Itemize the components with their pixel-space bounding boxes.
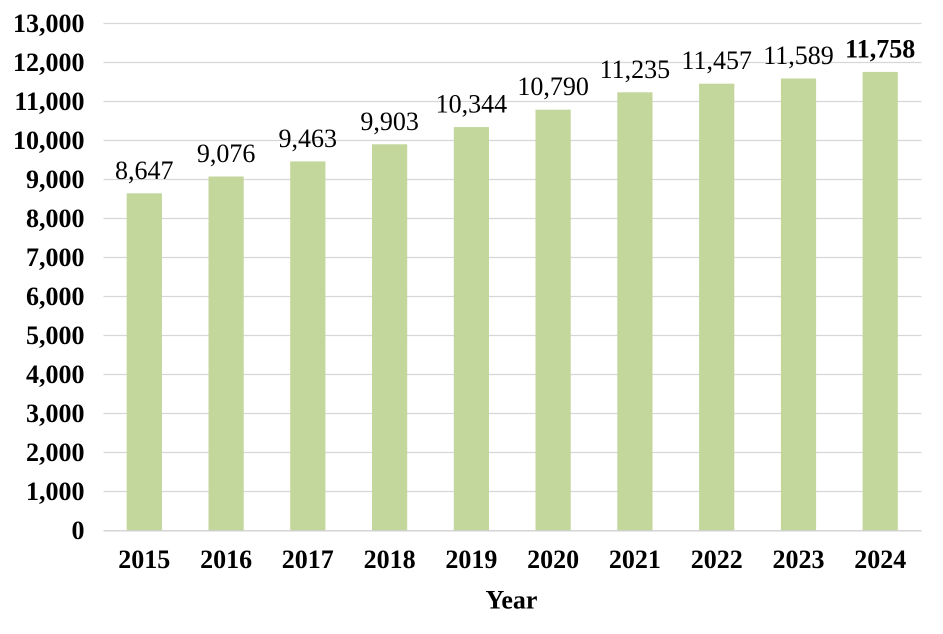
svg-text:2017: 2017: [282, 545, 334, 574]
svg-text:5,000: 5,000: [26, 321, 85, 350]
svg-text:12,000: 12,000: [13, 48, 85, 77]
svg-text:2018: 2018: [364, 545, 416, 574]
svg-text:0: 0: [72, 516, 85, 545]
svg-text:9,903: 9,903: [360, 107, 419, 136]
svg-text:11,457: 11,457: [681, 46, 752, 75]
svg-text:2021: 2021: [609, 545, 661, 574]
svg-text:11,589: 11,589: [763, 41, 834, 70]
svg-text:11,000: 11,000: [14, 87, 84, 116]
svg-text:2024: 2024: [854, 545, 906, 574]
svg-text:13,000: 13,000: [13, 9, 85, 38]
svg-text:2023: 2023: [773, 545, 825, 574]
svg-text:10,344: 10,344: [436, 90, 508, 119]
svg-text:8,647: 8,647: [115, 156, 174, 185]
svg-text:6,000: 6,000: [26, 282, 85, 311]
svg-text:9,076: 9,076: [197, 139, 256, 168]
svg-text:4,000: 4,000: [26, 360, 85, 389]
svg-text:11,758: 11,758: [845, 34, 915, 63]
svg-text:2020: 2020: [527, 545, 579, 574]
svg-text:9,463: 9,463: [279, 124, 338, 153]
svg-text:2019: 2019: [445, 545, 497, 574]
svg-text:2015: 2015: [118, 545, 170, 574]
svg-text:3,000: 3,000: [26, 399, 85, 428]
svg-text:9,000: 9,000: [26, 165, 85, 194]
svg-text:8,000: 8,000: [26, 204, 85, 233]
svg-text:7,000: 7,000: [26, 243, 85, 272]
svg-text:2022: 2022: [691, 545, 743, 574]
svg-text:11,235: 11,235: [600, 55, 671, 84]
svg-text:2016: 2016: [200, 545, 252, 574]
svg-text:10,000: 10,000: [13, 126, 85, 155]
svg-text:Year: Year: [486, 586, 538, 615]
svg-text:1,000: 1,000: [26, 477, 85, 506]
svg-text:10,790: 10,790: [517, 72, 589, 101]
svg-text:2,000: 2,000: [26, 438, 85, 467]
